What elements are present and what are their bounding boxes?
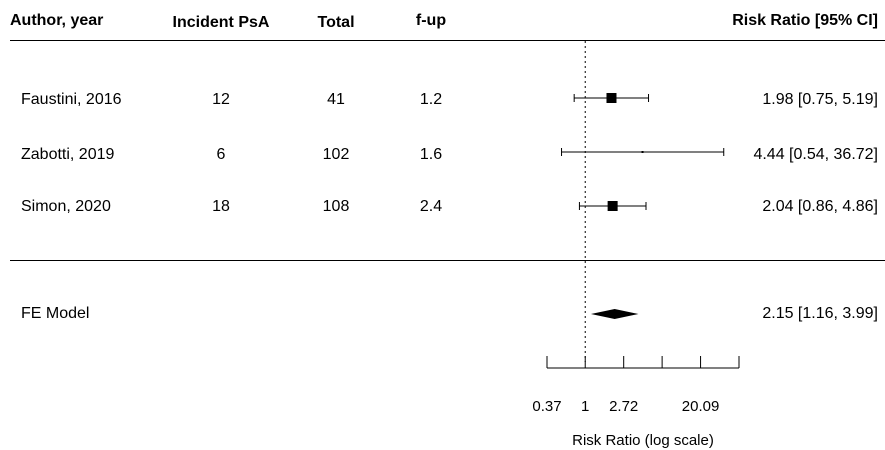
point-estimate [641, 151, 644, 153]
row-total: 108 [322, 198, 350, 215]
row-rr-text: 2.04 [0.86, 4.86] [762, 198, 878, 215]
row-fup: 1.2 [419, 91, 443, 108]
x-tick-label: 1 [581, 398, 589, 415]
x-axis-label: Risk Ratio (log scale) [572, 432, 714, 449]
point-estimate [606, 93, 617, 103]
x-tick-label: 2.72 [609, 398, 638, 415]
x-tick-label: 20.09 [682, 398, 720, 415]
row-rr-text: 1.98 [0.75, 5.19] [762, 91, 878, 108]
header-divider [10, 40, 885, 41]
row-rr-text: 4.44 [0.54, 36.72] [753, 146, 878, 163]
summary-label: FE Model [21, 305, 90, 322]
row-incident: 12 [212, 91, 230, 108]
row-total: 41 [327, 91, 345, 108]
summary-rr-text: 2.15 [1.16, 3.99] [762, 305, 878, 322]
point-estimate [607, 201, 618, 211]
row-fup: 1.6 [419, 146, 443, 163]
row-author: Simon, 2020 [21, 198, 111, 215]
row-author: Faustini, 2016 [21, 91, 122, 108]
header-fup: f-up [415, 12, 447, 29]
row-author: Zabotti, 2019 [21, 146, 115, 163]
summary-divider [10, 260, 885, 261]
header-author: Author, year [10, 12, 104, 29]
header-risk-ratio: Risk Ratio [95% CI] [732, 12, 878, 29]
header-total: Total [317, 14, 355, 31]
row-fup: 2.4 [419, 198, 443, 215]
header-incident: Incident PsA [172, 14, 270, 31]
row-incident: 6 [216, 146, 226, 163]
row-total: 102 [322, 146, 350, 163]
row-incident: 18 [212, 198, 230, 215]
x-tick-label: 0.37 [532, 398, 561, 415]
pooled-diamond [590, 309, 639, 319]
